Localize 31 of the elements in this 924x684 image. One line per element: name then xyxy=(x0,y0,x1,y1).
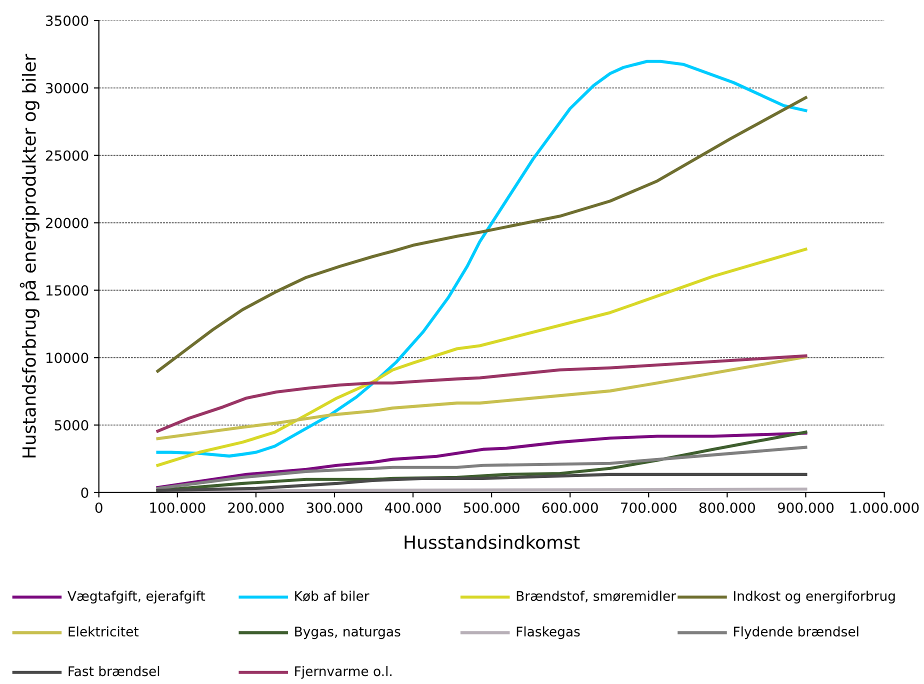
x-axis-title: Husstandsindkomst xyxy=(404,535,580,550)
y-tick-label: 30000 xyxy=(46,82,88,94)
y-tick-label: 15000 xyxy=(46,285,88,296)
x-tick-label: 0 xyxy=(95,502,102,513)
x-tick-label: 900.000 xyxy=(778,502,834,513)
legend-label: Fast brændsel xyxy=(68,666,160,676)
y-tick-label: 25000 xyxy=(46,150,88,161)
y-tick-label: 0 xyxy=(81,487,88,498)
x-tick-label: 200.000 xyxy=(228,502,284,513)
legend-label: Flaskegas xyxy=(516,626,580,640)
y-axis-title: Hustandsforbrug på energiprodukter og biler xyxy=(20,54,40,458)
y-tick-label: 5000 xyxy=(54,420,88,431)
y-tick-label: 20000 xyxy=(46,218,88,228)
legend-label: Flydende brændsel xyxy=(734,626,858,640)
x-tick-label: 600.000 xyxy=(542,502,598,513)
x-tick-label: 1.000.000 xyxy=(850,502,919,513)
legend-label: Bygas, naturgas xyxy=(295,626,400,640)
legend-label: Vægtafgift, ejerafgift xyxy=(68,590,206,604)
x-tick-label: 100.000 xyxy=(150,502,206,513)
legend-label: Køb af biler xyxy=(295,590,370,602)
legend-label: Fjernvarme o.l. xyxy=(295,666,392,679)
y-tick-label: 10000 xyxy=(46,352,88,364)
x-tick-label: 500.000 xyxy=(464,502,520,513)
x-tick-label: 400.000 xyxy=(384,502,441,513)
x-tick-label: 300.000 xyxy=(306,502,362,513)
y-tick-label: 35000 xyxy=(46,15,88,26)
legend-label: Elektricitet xyxy=(68,626,139,637)
x-tick-label: 800.000 xyxy=(699,502,755,513)
x-tick-label: 700.000 xyxy=(621,502,676,513)
legend-label: Indkost og energiforbrug xyxy=(734,590,895,604)
legend-label: Brændstof, smøremidler xyxy=(516,590,676,602)
